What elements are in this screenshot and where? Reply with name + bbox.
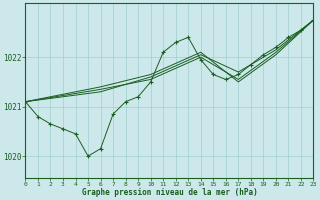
X-axis label: Graphe pression niveau de la mer (hPa): Graphe pression niveau de la mer (hPa) bbox=[82, 188, 257, 197]
